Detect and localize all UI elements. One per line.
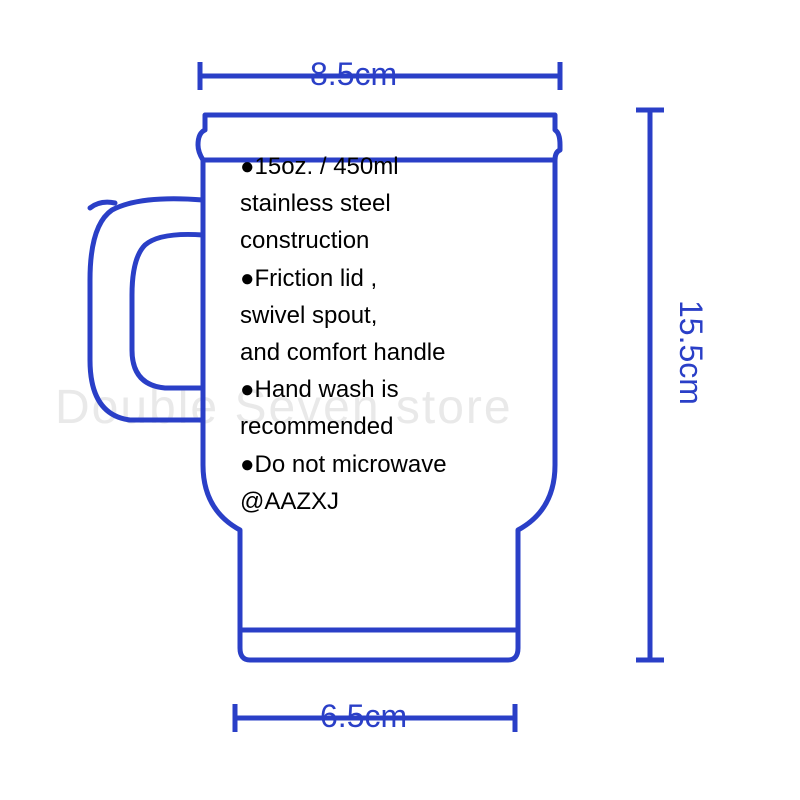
spec-line: and comfort handle [240, 334, 447, 371]
spec-line: stainless steel [240, 185, 447, 222]
spec-line: swivel spout, [240, 297, 447, 334]
spec-line: @AAZXJ [240, 483, 447, 520]
spec-line: construction [240, 222, 447, 259]
spec-text-block: ●15oz. / 450mlstainless steelconstructio… [240, 148, 447, 520]
spec-line: ●Hand wash is [240, 371, 447, 408]
spec-line: ●Do not microwave [240, 446, 447, 483]
spec-line: recommended [240, 408, 447, 445]
diagram-stage: Double Seven store 8.5cm 15.5cm 6.5cm ●1… [0, 0, 800, 800]
dimension-bottom-label: 6.5cm [320, 698, 407, 735]
spec-line: ●Friction lid , [240, 260, 447, 297]
dimension-top-label: 8.5cm [310, 56, 397, 93]
spec-line: ●15oz. / 450ml [240, 148, 447, 185]
dimension-right-label: 15.5cm [672, 300, 709, 405]
